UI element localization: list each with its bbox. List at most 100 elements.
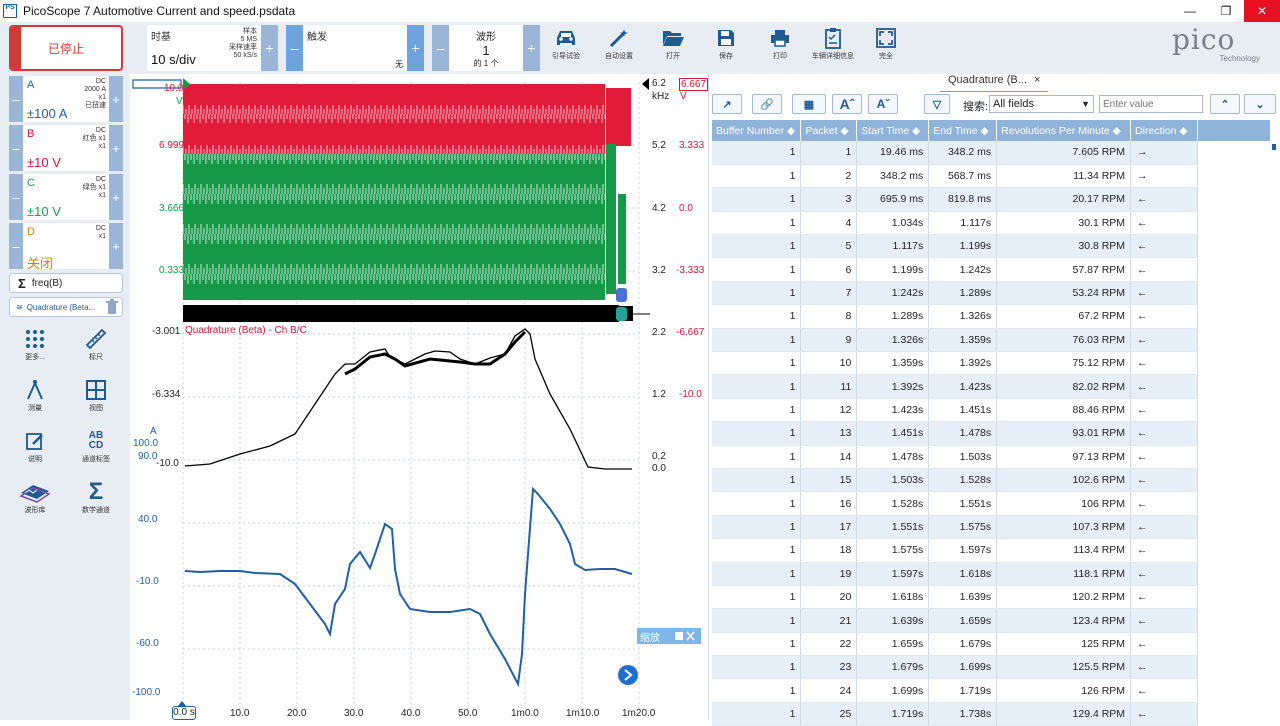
table-row[interactable]: 1 21 1.639s 1.659s 123.4 RPM ← — [712, 608, 1198, 633]
scope-view[interactable]: 10.0 V 6.999 3.666 0.333 -3.001 -6.334 -… — [130, 74, 709, 720]
restore-button[interactable]: ❐ — [1220, 4, 1232, 18]
trigger-box[interactable]: 触发 无 — [303, 25, 407, 71]
save-tool[interactable]: 保存 — [704, 25, 748, 61]
table-row[interactable]: 1 2 348.2 ms 568.7 ms 11.34 RPM → — [712, 164, 1198, 189]
search-up-button[interactable]: ⌃ — [1210, 94, 1240, 114]
table-row[interactable]: 1 6 1.199s 1.242s 57.87 RPM ← — [712, 257, 1198, 282]
table-row[interactable]: 1 10 1.359s 1.392s 75.12 RPM ← — [712, 351, 1198, 376]
trigger-plus-button[interactable]: + — [407, 25, 424, 71]
run-stop-button[interactable]: 已停止 — [9, 25, 123, 71]
fullscreen-tool[interactable]: 完全 — [864, 25, 908, 61]
table-row[interactable]: 1 9 1.326s 1.359s 76.03 RPM ← — [712, 328, 1198, 353]
table-row[interactable]: 1 11 1.392s 1.423s 82.02 RPM ← — [712, 374, 1198, 399]
table-row[interactable]: 1 19 1.597s 1.618s 118.1 RPM ← — [712, 562, 1198, 586]
table-row[interactable]: 1 1 19.46 ms 348.2 ms 7.605 RPM → — [712, 141, 1198, 165]
table-row[interactable]: 1 3 695.9 ms 819.8 ms 20.17 RPM ← — [712, 187, 1198, 212]
timebase-plus-button[interactable]: + — [261, 25, 278, 71]
table-row[interactable]: 1 15 1.503s 1.528s 102.6 RPM ← — [712, 468, 1198, 493]
math-channels-tool[interactable]: Σ 数学通道 — [68, 478, 124, 515]
channel-labels-tool[interactable]: AB CD 通道标签 — [68, 428, 124, 464]
scope-plot[interactable] — [130, 74, 708, 720]
ruler-tool[interactable]: 标尺 — [68, 326, 124, 362]
channel-c-plus-button[interactable]: + — [109, 174, 123, 220]
col-direction[interactable]: Direction ◆ — [1130, 120, 1198, 141]
notes-tool[interactable]: 说明 — [7, 428, 63, 464]
waveform-plus-button[interactable]: + — [523, 25, 540, 71]
col-packet[interactable]: Packet ◆ — [800, 120, 858, 141]
table-row[interactable]: 1 13 1.451s 1.478s 93.01 RPM ← — [712, 421, 1198, 446]
close-button[interactable]: ✕ — [1244, 0, 1280, 22]
channel-b-plus-button[interactable]: + — [109, 125, 123, 171]
table-row[interactable]: 1 23 1.679s 1.699s 125.5 RPM ← — [712, 655, 1198, 680]
auto-setup-tool[interactable]: 自动设置 — [597, 25, 641, 61]
tab-close-icon[interactable]: × — [1033, 74, 1041, 86]
channel-d-plus-button[interactable]: + — [109, 223, 123, 269]
waveform-minus-button[interactable]: – — [432, 25, 449, 71]
view-tool[interactable]: 视图 — [68, 377, 124, 413]
open-tool[interactable]: 打开 — [651, 25, 695, 61]
waveform-box[interactable]: 波形 1 的 1 个 — [449, 25, 523, 71]
columns-button[interactable]: ▦ — [792, 94, 826, 114]
table-row[interactable]: 1 8 1.289s 1.326s 67.2 RPM ← — [712, 304, 1198, 329]
expand-circle-button[interactable] — [618, 665, 638, 685]
ruler-handle-top[interactable] — [616, 288, 627, 302]
table-scrollbar[interactable] — [1270, 120, 1278, 720]
measure-tool[interactable]: 测量 — [7, 377, 63, 413]
minimize-button[interactable]: — — [1184, 4, 1196, 18]
table-row[interactable]: 1 24 1.699s 1.719s 126 RPM ← — [712, 678, 1198, 703]
more-tool[interactable]: 更多... — [7, 326, 63, 362]
table-row[interactable]: 1 7 1.242s 1.289s 53.24 RPM ← — [712, 281, 1198, 306]
tab-quadrature[interactable]: Quadrature (B... × — [940, 74, 1049, 92]
font-increase-button[interactable]: Aˆ — [832, 94, 862, 114]
trigger-minus-button[interactable]: – — [286, 25, 303, 71]
search-input[interactable] — [1099, 95, 1203, 113]
table-row[interactable]: 1 20 1.618s 1.639s 120.2 RPM ← — [712, 585, 1198, 610]
channel-d-minus-button[interactable]: – — [9, 223, 23, 269]
math-quadrature-item[interactable]: ≋ Quadrature (Beta... — [9, 297, 123, 317]
waveform-library-tool[interactable]: 波形库 — [7, 479, 63, 515]
zoom-panel[interactable] — [637, 628, 701, 644]
table-row[interactable]: 1 5 1.117s 1.199s 30.8 RPM ← — [712, 234, 1198, 259]
col-buffer-number[interactable]: Buffer Number ◆ — [712, 120, 802, 141]
trash-icon[interactable] — [105, 299, 119, 315]
trigger-marker[interactable] — [183, 78, 190, 90]
channel-d-box[interactable]: D 关闭 DC x1 — [23, 223, 109, 271]
channel-b-minus-button[interactable]: – — [9, 125, 23, 171]
timebase-box[interactable]: 时基 10 s/div 样本 5 MS 采样速率 50 kS/s — [147, 25, 261, 71]
table-row[interactable]: 1 22 1.659s 1.679s 125 RPM ← — [712, 632, 1198, 657]
table-cell: ← — [1130, 608, 1198, 633]
col-rpm[interactable]: Revolutions Per Minute ◆ — [996, 120, 1132, 141]
link-button[interactable]: 🔗 — [752, 94, 782, 114]
table-row[interactable]: 1 12 1.423s 1.451s 88.46 RPM ← — [712, 398, 1198, 423]
math-freq-item[interactable]: Σ freq(B) — [9, 273, 123, 293]
scroll-left-marker[interactable] — [132, 79, 182, 89]
channel-c-box[interactable]: C ±10 V DC 绿色 x1 x1 — [23, 174, 109, 220]
table-row[interactable]: 1 4 1.034s 1.117s 30.1 RPM ← — [712, 211, 1198, 236]
table-row[interactable]: 1 14 1.478s 1.503s 97.13 RPM ← — [712, 445, 1198, 469]
table-row[interactable]: 1 17 1.551s 1.575s 107.3 RPM ← — [712, 515, 1198, 540]
table-row[interactable]: 1 18 1.575s 1.597s 113.4 RPM ← — [712, 538, 1198, 563]
channel-d-letter: D — [27, 226, 35, 238]
x-tick-0[interactable]: 0.0 s — [172, 706, 196, 720]
vehicle-details-tool[interactable]: 车辆详细信息 — [811, 25, 855, 61]
channel-a-minus-button[interactable]: – — [9, 76, 23, 122]
channel-a-plus-button[interactable]: + — [109, 76, 123, 122]
col-start-time[interactable]: Start Time ◆ — [856, 120, 930, 141]
table-cell: 1.242s — [928, 257, 998, 282]
font-decrease-button[interactable]: Aˇ — [868, 94, 898, 114]
channel-b-box[interactable]: B ±10 V DC 红色 x1 x1 — [23, 125, 109, 171]
export-button[interactable]: ↗ — [712, 94, 742, 114]
ruler-handle-bottom[interactable] — [616, 307, 627, 321]
search-down-button[interactable]: ⌄ — [1244, 94, 1276, 114]
table-row[interactable]: 1 16 1.528s 1.551s 106 RPM ← — [712, 491, 1198, 516]
print-tool[interactable]: 打印 — [758, 25, 802, 61]
table-cell: 1.659s — [928, 608, 998, 633]
search-field-select[interactable]: All fields ▼ — [989, 95, 1094, 113]
quadrature-trace — [184, 328, 632, 470]
guided-test-tool[interactable]: 引导试验 — [544, 25, 588, 61]
filter-button[interactable]: ▽ — [924, 94, 950, 114]
table-row[interactable]: 1 25 1.719s 1.738s 129.4 RPM ← — [712, 702, 1198, 726]
col-end-time[interactable]: End Time ◆ — [928, 120, 998, 141]
channel-c-minus-button[interactable]: – — [9, 174, 23, 220]
